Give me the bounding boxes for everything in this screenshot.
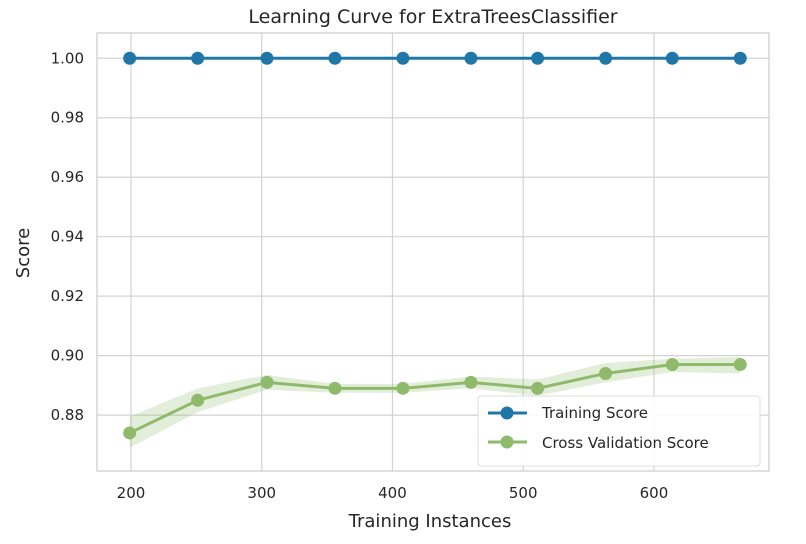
data-point <box>531 51 545 65</box>
series-points <box>123 51 747 440</box>
plot-border <box>96 32 770 472</box>
confidence-bands <box>129 357 741 448</box>
x-tick-label: 200 <box>117 484 146 502</box>
legend-label-training: Training Score <box>541 404 648 422</box>
data-point <box>733 51 747 65</box>
data-point <box>599 51 613 65</box>
y-tick-labels: 0.88 0.90 0.92 0.94 0.96 0.98 1.00 <box>51 49 84 424</box>
y-tick-label: 1.00 <box>51 49 84 67</box>
legend-box <box>477 395 761 467</box>
data-point <box>531 381 545 395</box>
data-point <box>191 51 205 65</box>
data-point <box>464 51 478 65</box>
x-axis-label: Training Instances <box>348 511 512 532</box>
y-tick-label: 0.98 <box>51 109 84 127</box>
x-tick-label: 500 <box>509 484 538 502</box>
x-tick-label: 300 <box>247 484 276 502</box>
data-point <box>123 51 137 65</box>
confidence-band-1 <box>129 357 741 448</box>
data-point <box>260 375 274 389</box>
series-lines <box>129 56 741 435</box>
y-tick-label: 0.96 <box>51 168 84 186</box>
data-point <box>599 366 613 380</box>
y-tick-label: 0.92 <box>51 287 84 305</box>
legend-label-cross-validation: Cross Validation Score <box>542 434 709 452</box>
x-tick-label: 600 <box>640 484 669 502</box>
x-tick-labels: 200 300 400 500 600 <box>117 484 669 502</box>
data-point <box>665 358 679 372</box>
x-tick-label: 400 <box>378 484 407 502</box>
series-line-1 <box>129 363 741 435</box>
data-point <box>123 426 137 440</box>
data-point <box>260 51 274 65</box>
data-point <box>328 381 342 395</box>
data-point <box>733 358 747 372</box>
y-tick-label: 0.94 <box>51 228 84 246</box>
grid-lines <box>97 33 769 471</box>
data-point <box>396 381 410 395</box>
data-point <box>665 51 679 65</box>
chart-title: Learning Curve for ExtraTreesClassifier <box>248 6 617 28</box>
data-point <box>396 51 410 65</box>
y-tick-label: 0.88 <box>51 406 84 424</box>
data-point <box>464 375 478 389</box>
data-point <box>328 51 342 65</box>
y-tick-label: 0.90 <box>51 347 84 365</box>
legend-marker-training <box>500 406 514 420</box>
data-point <box>191 393 205 407</box>
y-axis-label: Score <box>13 228 34 278</box>
legend-marker-cross-validation <box>500 435 514 449</box>
legend: Training Score Cross Validation Score <box>477 395 761 467</box>
